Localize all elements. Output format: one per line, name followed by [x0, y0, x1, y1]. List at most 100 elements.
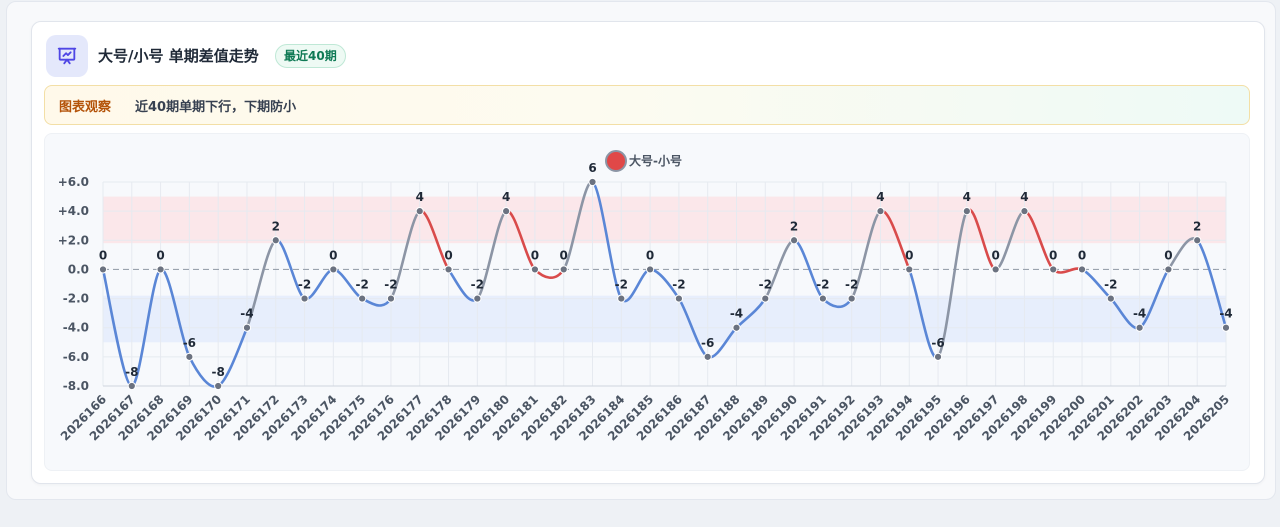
y-tick-label: -8.0	[63, 379, 89, 393]
data-point	[1135, 323, 1144, 332]
observation-text: 近40期单期下行，下期防小	[135, 100, 297, 115]
series-line-segment	[476, 209, 508, 300]
data-label: 0	[444, 248, 452, 262]
data-point	[559, 265, 568, 274]
data-point	[991, 265, 1000, 274]
data-point	[127, 381, 136, 391]
data-point	[674, 294, 683, 303]
data-point	[502, 207, 511, 216]
data-point	[761, 294, 770, 303]
chart-card: 大号/小号 单期差值走势 最近40期 图表观察 近40期单期下行，下期防小 +6…	[31, 21, 1265, 484]
data-label: -2	[816, 278, 829, 292]
data-label: -2	[355, 278, 368, 292]
data-point	[905, 265, 914, 274]
series-line-segment	[101, 268, 134, 388]
data-label: 4	[416, 190, 424, 204]
data-label: -2	[1104, 278, 1117, 292]
data-point	[1164, 265, 1173, 274]
data-point	[1193, 236, 1202, 245]
observation-banner: 图表观察 近40期单期下行，下期防小	[44, 85, 1250, 125]
band-lower	[103, 295, 1226, 343]
data-label: 0	[1049, 248, 1057, 262]
page-title: 大号/小号 单期差值走势	[98, 47, 259, 65]
data-point	[1077, 265, 1087, 274]
data-point	[876, 207, 885, 216]
series-line-segment	[533, 268, 566, 279]
data-point	[1221, 323, 1231, 332]
data-label: 4	[1020, 190, 1028, 204]
data-label: 0	[991, 248, 999, 262]
data-label: -2	[298, 278, 311, 292]
observation-label: 图表观察	[59, 100, 112, 115]
data-point	[300, 294, 309, 303]
data-label: 0	[531, 248, 539, 262]
line-chart: +6.0 +4.0 +2.0 0.0 -2.0 -4.0 -6.0 -8.0 0 -8 0 -6 -8 -…	[58, 150, 1233, 443]
data-point	[646, 265, 655, 274]
data-label: 6	[588, 161, 596, 175]
data-label: -2	[672, 278, 685, 292]
data-label: -6	[701, 336, 714, 350]
data-label: 0	[905, 248, 913, 262]
data-point	[271, 236, 280, 245]
chart-presentation-icon	[57, 47, 77, 65]
data-label: 0	[646, 248, 654, 262]
data-label: 0	[1078, 248, 1086, 262]
data-label: -2	[615, 278, 628, 292]
data-point	[444, 265, 453, 274]
series-line-segment	[936, 209, 969, 359]
data-label: 0	[329, 248, 337, 262]
series-line-segment	[1195, 238, 1228, 330]
data-point	[185, 352, 194, 361]
data-label: -4	[240, 307, 253, 321]
data-point	[703, 352, 712, 361]
y-tick-label: +6.0	[58, 175, 89, 189]
data-point	[1049, 265, 1058, 274]
y-tick-label: +2.0	[58, 233, 89, 247]
data-label: -4	[1219, 307, 1232, 321]
series-line-segment	[389, 209, 422, 300]
chart-area: +6.0 +4.0 +2.0 0.0 -2.0 -4.0 -6.0 -8.0 0 -8 0 -6 -8 -…	[44, 133, 1250, 471]
data-label: 2	[272, 219, 280, 233]
data-point	[156, 265, 165, 274]
data-label: 0	[1164, 248, 1172, 262]
data-label: 0	[99, 248, 107, 262]
chart-icon-box	[46, 35, 88, 77]
data-label: 4	[963, 190, 971, 204]
data-label: -6	[183, 336, 196, 350]
data-point	[933, 352, 943, 361]
data-label: -8	[212, 365, 225, 379]
y-tick-label: 0.0	[68, 262, 89, 276]
data-point	[962, 207, 971, 216]
data-point	[732, 323, 741, 332]
data-label: 4	[876, 190, 884, 204]
data-point	[847, 294, 856, 303]
y-tick-label: -6.0	[63, 350, 89, 364]
data-label: -4	[730, 307, 743, 321]
data-point	[214, 381, 223, 391]
data-point	[617, 294, 626, 303]
data-point	[415, 207, 424, 216]
data-point	[530, 265, 540, 274]
data-label: -2	[845, 278, 858, 292]
data-label: -2	[384, 278, 397, 292]
y-tick-label: +4.0	[58, 204, 89, 218]
legend-label: 大号-小号	[629, 153, 682, 168]
page-container: 大号/小号 单期差值走势 最近40期 图表观察 近40期单期下行，下期防小 +6…	[6, 1, 1276, 500]
data-label: 2	[790, 219, 798, 233]
data-point	[588, 177, 597, 187]
data-label: -2	[471, 278, 484, 292]
series-line-segment	[130, 268, 162, 388]
data-point	[818, 294, 827, 303]
period-badge: 最近40期	[275, 44, 346, 68]
data-label: -4	[1133, 307, 1146, 321]
data-point	[473, 294, 482, 303]
data-point	[1106, 294, 1115, 303]
legend-marker	[605, 150, 627, 172]
data-label: -6	[931, 336, 944, 350]
data-point	[242, 323, 252, 332]
data-point	[789, 236, 799, 245]
data-label: 0	[560, 248, 568, 262]
data-label: 0	[156, 248, 164, 262]
data-point	[386, 294, 396, 303]
data-label: 2	[1193, 219, 1201, 233]
